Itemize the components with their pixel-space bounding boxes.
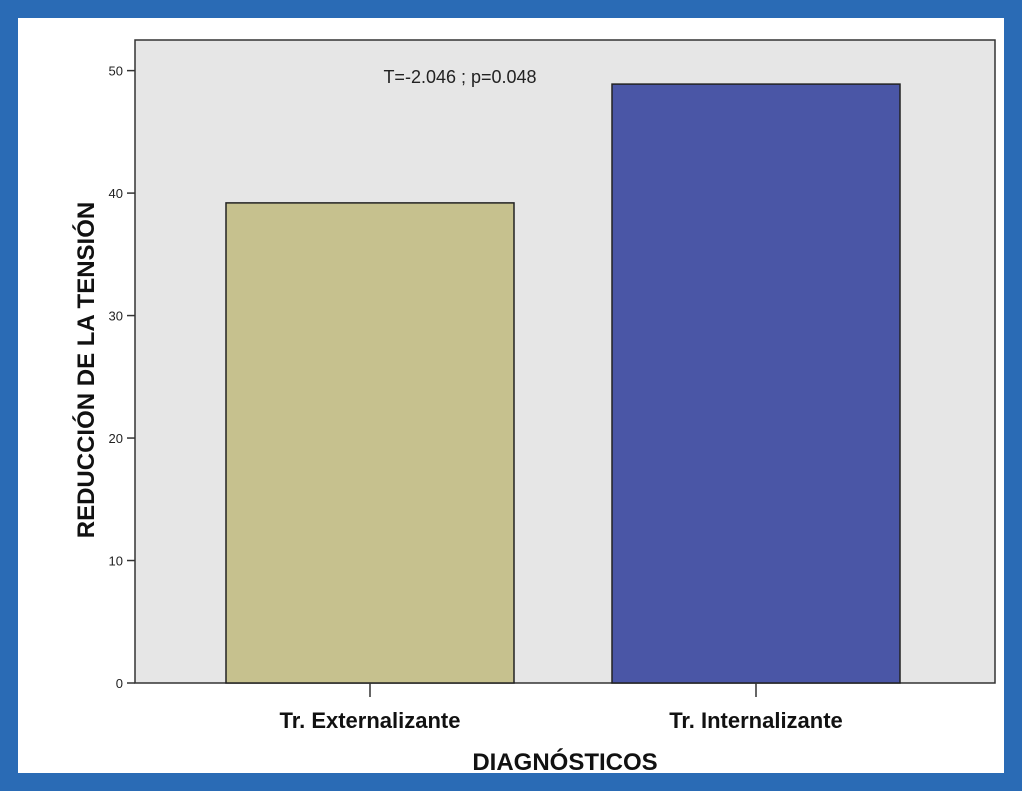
bar-group [225, 83, 901, 684]
y-tick-label: 40 [109, 186, 123, 201]
bar-externalizante [225, 202, 515, 684]
stat-annotation: T=-2.046 ; p=0.048 [383, 67, 536, 87]
bar-internalizante [611, 83, 901, 684]
x-axis: Tr. Externalizante Tr. Internalizante [280, 683, 843, 733]
x-tick-label: Tr. Internalizante [669, 708, 843, 733]
y-tick-label: 50 [109, 64, 123, 79]
y-tick-label: 10 [109, 554, 123, 569]
y-tick-label: 30 [109, 309, 123, 324]
y-tick-label: 20 [109, 431, 123, 446]
y-axis: 0 10 20 30 40 50 [109, 64, 135, 691]
y-tick-label: 0 [116, 676, 123, 691]
y-axis-title: REDUCCIÓN DE LA TENSIÓN [72, 202, 100, 538]
x-tick-label: Tr. Externalizante [280, 708, 461, 733]
x-axis-title: DIAGNÓSTICOS [472, 748, 657, 776]
